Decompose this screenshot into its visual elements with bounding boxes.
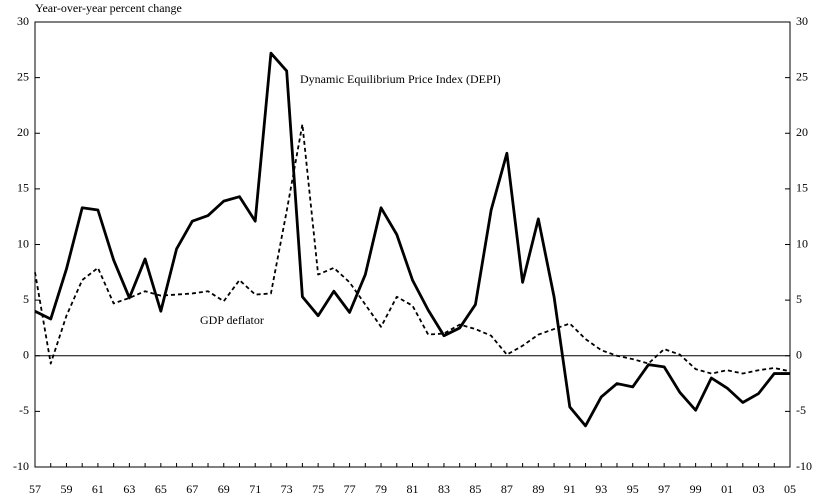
plot-frame [34, 21, 791, 468]
y2-tick-label: -5 [796, 403, 806, 417]
x-tick-label: 95 [627, 482, 639, 496]
x-tick-label: 91 [564, 482, 576, 496]
x-tick-label: 93 [595, 482, 607, 496]
x-tick-label: 89 [532, 482, 544, 496]
x-tick-label: 03 [753, 482, 765, 496]
y-tick-label: 15 [17, 181, 29, 195]
y2-tick-label: 15 [796, 181, 808, 195]
y-tick-label: -5 [19, 403, 29, 417]
y-tick-label: 30 [17, 14, 29, 28]
x-tick-label: 75 [312, 482, 324, 496]
x-tick-label: 59 [60, 482, 72, 496]
y-tick-label: 25 [17, 69, 29, 83]
y-axis-label: Year-over-year percent change [35, 1, 182, 15]
y-tick-label: 0 [23, 348, 29, 362]
series-annotation: Dynamic Equilibrium Price Index (DEPI) [300, 72, 501, 86]
x-tick-label: 99 [690, 482, 702, 496]
x-tick-label: 01 [721, 482, 733, 496]
x-tick-label: 61 [92, 482, 104, 496]
x-tick-label: 97 [658, 482, 670, 496]
x-tick-label: 57 [29, 482, 41, 496]
y2-tick-label: -10 [796, 459, 812, 473]
y-tick-label: 5 [23, 292, 29, 306]
x-tick-label: 85 [469, 482, 481, 496]
y2-tick-label: 30 [796, 14, 808, 28]
x-tick-label: 81 [407, 482, 419, 496]
y2-tick-label: 10 [796, 236, 808, 250]
y-tick-label: 10 [17, 236, 29, 250]
y-tick-label: 20 [17, 125, 29, 139]
y2-tick-label: 25 [796, 69, 808, 83]
y2-tick-label: 0 [796, 348, 802, 362]
series-line [34, 123, 791, 375]
x-tick-label: 63 [123, 482, 135, 496]
x-tick-label: 83 [438, 482, 450, 496]
x-tick-label: 73 [281, 482, 293, 496]
y-tick-label: -10 [13, 459, 29, 473]
x-tick-label: 77 [344, 482, 356, 496]
series-line [34, 51, 790, 428]
x-tick-label: 71 [249, 482, 261, 496]
x-tick-label: 65 [155, 482, 167, 496]
x-tick-label: 67 [186, 482, 198, 496]
x-tick-label: 79 [375, 482, 387, 496]
x-tick-label: 05 [784, 482, 796, 496]
y2-tick-label: 20 [796, 125, 808, 139]
series-annotation: GDP deflator [200, 313, 264, 327]
x-tick-label: 87 [501, 482, 513, 496]
x-tick-label: 69 [218, 482, 230, 496]
y2-tick-label: 5 [796, 292, 802, 306]
